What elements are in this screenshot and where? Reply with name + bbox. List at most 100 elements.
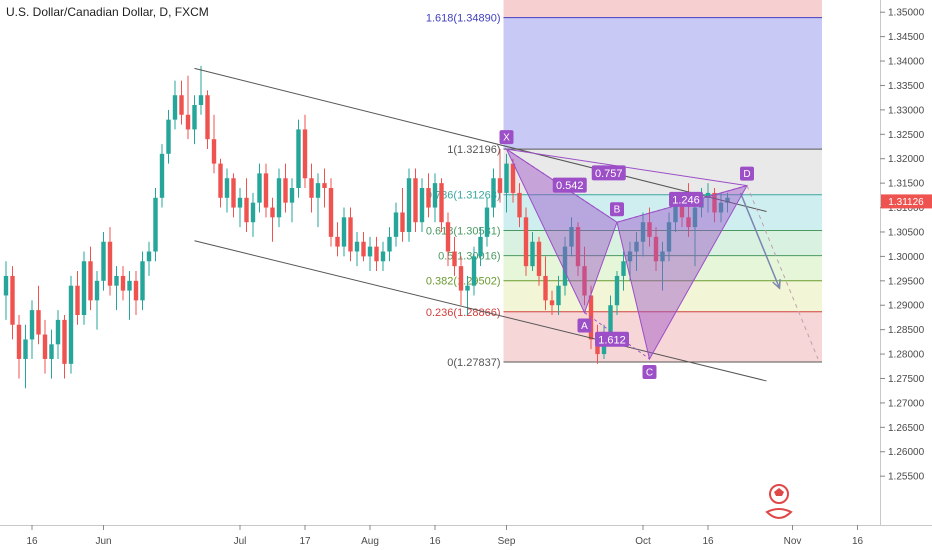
candle-body [289, 188, 295, 203]
candle-body [146, 251, 152, 262]
candle [413, 168, 418, 232]
y-tick: 1.34000 [880, 57, 925, 68]
y-tick-label: 1.28500 [888, 325, 925, 336]
candle-body [205, 95, 210, 140]
candle-body [634, 241, 639, 252]
y-tick: 1.28000 [880, 350, 925, 361]
candle [289, 178, 295, 223]
candle [133, 271, 139, 315]
candle [653, 227, 659, 272]
candle [634, 231, 639, 272]
y-tick: 1.25500 [880, 472, 925, 483]
candle-body [406, 178, 412, 232]
candle-body [244, 197, 249, 223]
y-tick-label: 1.32000 [888, 154, 925, 165]
fibonacci-retracement[interactable]: 1.618(1.34890) 1(1.32196) 0.786(1.31263) 0.… [426, 0, 822, 369]
y-axis-ticks[interactable]: 1.35000 1.34500 1.34000 1.33500 1.33000 1.325… [880, 8, 925, 483]
current-price-tag-bg [881, 194, 932, 209]
y-tick-label: 1.26000 [888, 447, 925, 458]
candle-body [458, 266, 464, 291]
y-tick: 1.29000 [880, 301, 925, 312]
y-tick-label: 1.30000 [888, 252, 925, 263]
y-tick-label: 1.33000 [888, 105, 925, 116]
x-tick-label: Oct [635, 536, 651, 547]
candle-body [10, 275, 15, 325]
pattern-point-a[interactable]: A [577, 318, 592, 333]
y-tick: 1.35000 [880, 8, 925, 19]
candle-body [120, 275, 126, 291]
candle [146, 241, 152, 276]
candle-body [302, 129, 308, 179]
x-tick-label: 16 [26, 536, 38, 547]
candle-body [107, 241, 113, 286]
candle [705, 183, 711, 213]
candle-body [439, 183, 444, 223]
candle [328, 178, 334, 247]
candle [62, 315, 67, 379]
y-tick-label: 1.34000 [888, 57, 925, 68]
candle [224, 168, 230, 213]
pattern-point-b[interactable]: B [610, 202, 624, 217]
candle-body [172, 95, 178, 120]
candle-body [705, 192, 711, 198]
candle-body [478, 236, 483, 257]
candle [692, 197, 698, 267]
x-tick: Jun [95, 525, 112, 547]
candle-body [218, 163, 223, 198]
channel-lower-line[interactable] [194, 240, 767, 382]
candle-body [718, 202, 724, 213]
candle [445, 212, 451, 267]
candle [647, 207, 652, 247]
candle [114, 266, 119, 311]
fib-level-label: 0.5(1.30016) [438, 251, 500, 263]
pattern-point-bg [577, 318, 592, 333]
candle-body [510, 163, 516, 193]
candle [107, 227, 113, 296]
x-tick: 16 [702, 525, 714, 547]
y-tick-label: 1.30500 [888, 227, 925, 238]
projection-arrow-line[interactable] [739, 192, 781, 289]
candle [452, 236, 457, 276]
candle [185, 75, 191, 140]
candle [549, 290, 555, 315]
candle [614, 271, 620, 315]
candle-body [432, 183, 438, 208]
y-tick: 1.31500 [880, 179, 925, 190]
pattern-point-x[interactable]: X [499, 130, 514, 145]
y-tick-label: 1.35000 [888, 8, 925, 19]
current-price-value: 1.31126 [888, 197, 924, 208]
candle-body [309, 178, 314, 198]
candle [660, 241, 665, 291]
candle-body [224, 178, 230, 198]
candle-body [536, 241, 542, 276]
pattern-ratio-bg [595, 331, 629, 347]
candle [205, 90, 210, 149]
candle-body [127, 280, 132, 291]
candle [88, 246, 93, 311]
pattern-ratio-text: 1.246 [672, 194, 700, 206]
candle [250, 192, 256, 237]
x-tick: Oct [635, 525, 651, 547]
candle-body [426, 188, 431, 208]
pattern-point-c[interactable]: C [642, 364, 657, 379]
candle [640, 212, 646, 257]
trend-lines[interactable] [194, 67, 781, 382]
candle-body [497, 178, 503, 193]
pattern-point-d[interactable]: D [740, 166, 754, 181]
candle [432, 173, 438, 223]
pattern-ratio-text: 1.612 [598, 334, 626, 346]
candle [484, 197, 490, 247]
candle [153, 188, 158, 262]
candle-body [36, 310, 41, 335]
candle [406, 168, 412, 242]
fib-band [503, 311, 822, 363]
x-axis-ticks[interactable]: 16 Jun Jul 17 Aug 16 Sep Oct 16 Nov 16 [26, 525, 863, 547]
channel-upper-line[interactable] [194, 67, 767, 212]
x-tick: 17 [299, 525, 311, 547]
candle-body [465, 285, 470, 291]
harmonic-pattern[interactable]: 0.542 1.612 1.246 0.757 X A B C D [499, 130, 819, 379]
candle-body [348, 217, 353, 252]
y-tick: 1.30000 [880, 252, 925, 263]
